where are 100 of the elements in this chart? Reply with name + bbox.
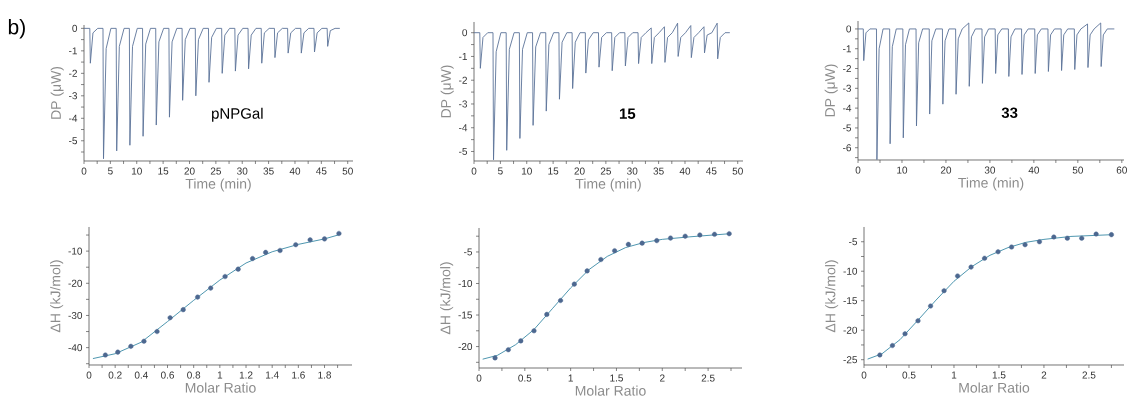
point bbox=[263, 249, 269, 255]
y-axis-title: DP (μW) bbox=[440, 65, 454, 118]
point bbox=[505, 347, 511, 353]
y-axis-title: DP (μW) bbox=[824, 64, 838, 117]
x-tick-label: 15 bbox=[158, 167, 169, 175]
annotation: 33 bbox=[1001, 107, 1018, 119]
point bbox=[518, 338, 524, 344]
x-tick-label: 25 bbox=[600, 167, 612, 175]
point bbox=[654, 238, 660, 244]
x-tick-label: 0 bbox=[86, 371, 92, 379]
x-tick-label: 45 bbox=[316, 167, 327, 175]
x-tick-label: 25 bbox=[210, 167, 222, 175]
y-tick-label: -3 bbox=[69, 92, 78, 100]
point bbox=[307, 237, 313, 243]
point bbox=[955, 273, 961, 279]
x-axis-title: Molar Ratio bbox=[959, 382, 1030, 393]
x-tick-label: 0.4 bbox=[134, 371, 148, 379]
point bbox=[639, 240, 645, 246]
y-tick-label: -10 bbox=[458, 279, 473, 288]
point bbox=[141, 338, 147, 344]
x-tick-label: 40 bbox=[1028, 166, 1040, 174]
y-tick-label: -5 bbox=[459, 148, 468, 155]
y-tick-label: -3 bbox=[843, 84, 852, 92]
x-tick-label: 1 bbox=[568, 374, 573, 382]
point bbox=[712, 231, 718, 237]
point bbox=[195, 294, 201, 300]
x-tick-label: 0.5 bbox=[518, 374, 532, 382]
y-tick-label: -3 bbox=[459, 100, 468, 108]
x-tick-label: 50 bbox=[342, 167, 353, 175]
point bbox=[235, 266, 241, 272]
point bbox=[995, 249, 1001, 255]
x-tick-label: 0.5 bbox=[902, 371, 916, 379]
x-axis-title: Molar Ratio bbox=[185, 382, 256, 393]
point bbox=[531, 328, 537, 334]
x-tick-label: 1.4 bbox=[266, 371, 279, 379]
point bbox=[277, 247, 283, 253]
point bbox=[250, 256, 256, 262]
point bbox=[322, 236, 328, 242]
point bbox=[902, 331, 908, 337]
y-tick-label: 0 bbox=[846, 25, 852, 33]
y-tick-label: -10 bbox=[68, 247, 83, 255]
point bbox=[584, 268, 590, 274]
x-tick-label: 10 bbox=[521, 167, 532, 175]
x-axis-title: Time (min) bbox=[575, 178, 641, 192]
point bbox=[598, 257, 604, 263]
x-tick-label: 35 bbox=[263, 167, 274, 175]
point bbox=[492, 355, 498, 361]
y-tick-label: 0 bbox=[462, 29, 468, 37]
x-tick-label: 0.8 bbox=[187, 371, 201, 379]
x-tick-label: 1.2 bbox=[239, 371, 253, 379]
x-tick-label: 20 bbox=[184, 167, 195, 175]
x-tick-label: 40 bbox=[289, 167, 301, 175]
point bbox=[625, 241, 631, 247]
x-tick-label: 0 bbox=[476, 374, 482, 382]
point bbox=[726, 231, 732, 237]
x-axis-title: Molar Ratio bbox=[575, 385, 646, 396]
point bbox=[915, 318, 921, 324]
point bbox=[102, 352, 108, 358]
x-axis-title: Time (min) bbox=[185, 178, 251, 192]
x-tick-label: 0 bbox=[861, 371, 867, 379]
point bbox=[1009, 244, 1015, 250]
y-tick-label: -20 bbox=[843, 326, 858, 334]
point bbox=[612, 248, 618, 254]
point bbox=[167, 315, 173, 321]
x-tick-label: 10 bbox=[131, 167, 142, 175]
x-tick-label: 1.8 bbox=[318, 371, 332, 379]
y-tick-label: -6 bbox=[843, 144, 852, 152]
point bbox=[180, 307, 186, 313]
x-tick-label: 1.5 bbox=[610, 374, 623, 382]
y-tick-label: -2 bbox=[459, 76, 467, 84]
y-tick-label: -25 bbox=[843, 356, 858, 364]
point bbox=[968, 264, 974, 270]
y-tick-label: -1 bbox=[69, 47, 77, 55]
point bbox=[1064, 235, 1070, 241]
point bbox=[336, 230, 342, 236]
y-tick-label: -4 bbox=[843, 104, 852, 112]
y-tick-label: -5 bbox=[849, 238, 858, 246]
x-tick-label: 45 bbox=[706, 167, 717, 175]
point bbox=[1022, 242, 1028, 248]
x-tick-label: 1.5 bbox=[992, 371, 1006, 379]
y-tick-label: -1 bbox=[843, 45, 851, 53]
x-tick-label: 0.2 bbox=[108, 371, 122, 379]
text: b) bbox=[8, 19, 25, 39]
x-tick-label: 50 bbox=[1072, 166, 1084, 174]
y-tick-label: -1 bbox=[459, 53, 467, 60]
y-tick-label: -2 bbox=[69, 69, 77, 77]
y-tick-label: -2 bbox=[843, 65, 851, 73]
point bbox=[668, 235, 674, 241]
point bbox=[128, 343, 134, 349]
point bbox=[877, 352, 883, 358]
point bbox=[571, 281, 577, 287]
annotation: 15 bbox=[619, 108, 636, 119]
point bbox=[1108, 232, 1114, 238]
y-tick-label: -5 bbox=[843, 124, 852, 132]
y-tick-label: -4 bbox=[459, 124, 468, 132]
point bbox=[1093, 231, 1099, 237]
y-tick-label: -20 bbox=[458, 343, 473, 351]
x-tick-label: 2.5 bbox=[1082, 371, 1096, 379]
y-tick-label: -5 bbox=[69, 137, 78, 145]
point bbox=[1036, 239, 1042, 245]
